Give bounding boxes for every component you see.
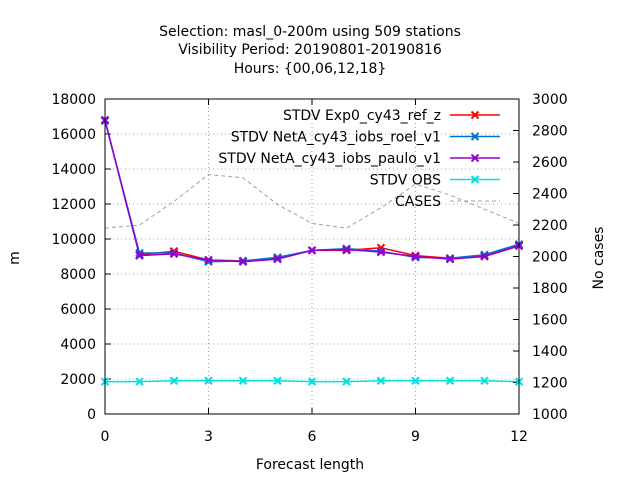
y-tick-label: 16000 <box>51 127 96 143</box>
legend-item: STDV NetA_cy43_iobs_roel_v1 <box>231 130 500 146</box>
data-point-stdv-obs <box>376 376 386 385</box>
y2-tick-label: 1000 <box>532 407 568 423</box>
legend-item: CASES <box>395 194 500 210</box>
y2-tick-label: 1800 <box>532 281 568 297</box>
plot-frame <box>104 98 520 415</box>
legend-item: STDV OBS <box>370 173 500 189</box>
x-tick-label: 12 <box>510 429 528 445</box>
series-stdv-neta-cy43-iobs-paulo-v1 <box>100 115 524 266</box>
y-tick-label: 18000 <box>51 92 96 108</box>
data-point-stdv-obs <box>204 376 213 385</box>
data-point-stdv-obs <box>273 376 282 385</box>
data-point-stdv-obs <box>135 377 144 386</box>
y2-tick-label: 1200 <box>532 376 568 392</box>
data-point-stdv-obs <box>445 376 455 385</box>
data-point-stdv-neta-cy43-iobs-paulo-v1 <box>204 255 213 265</box>
x-tick-label: 6 <box>308 429 317 445</box>
y-tick-label: 12000 <box>51 197 96 213</box>
legend-marker <box>470 110 480 120</box>
data-point-stdv-obs <box>169 376 179 385</box>
y-axis-ticks: 0 2000 4000 6000 8000 10000 12000 14000 16000 180… <box>51 92 111 423</box>
series-layer <box>100 115 524 386</box>
data-point-stdv-obs <box>307 377 317 386</box>
legend-marker <box>470 153 480 163</box>
y-tick-label: 14000 <box>51 162 96 178</box>
legend-label: CASES <box>395 194 441 210</box>
legend-marker <box>470 132 480 141</box>
series-stdv-obs <box>100 376 524 386</box>
legend-marker <box>470 175 480 184</box>
chart-title: Selection: masl_0-200m using 509 station… <box>159 24 461 77</box>
x-axis-label: Forecast length <box>256 457 364 473</box>
data-point-stdv-neta-cy43-iobs-paulo-v1 <box>480 252 489 261</box>
y-tick-label: 2000 <box>60 372 96 388</box>
y2-tick-label: 2600 <box>532 155 568 171</box>
data-point-stdv-neta-cy43-iobs-paulo-v1 <box>411 252 420 261</box>
legend-label: STDV NetA_cy43_iobs_paulo_v1 <box>218 151 441 167</box>
y-axis-label: m <box>7 251 23 265</box>
legend-label: STDV NetA_cy43_iobs_roel_v1 <box>231 130 441 146</box>
y2-tick-label: 2200 <box>532 218 568 234</box>
y2-tick-label: 2400 <box>532 187 568 203</box>
data-point-stdv-obs <box>342 377 351 386</box>
chart-title-line-3: Hours: {00,06,12,18} <box>234 61 387 77</box>
data-point-stdv-obs <box>238 376 248 385</box>
y2-axis-ticks: 1000 1200 1400 1600 1800 2000 2200 2400 2600 2800… <box>513 92 568 423</box>
legend-item: STDV NetA_cy43_iobs_paulo_v1 <box>218 151 500 167</box>
y2-tick-label: 1600 <box>532 313 568 329</box>
x-tick-label: 3 <box>204 429 213 445</box>
chart-title-line-1: Selection: masl_0-200m using 509 station… <box>159 24 461 40</box>
y-tick-label: 10000 <box>51 232 96 248</box>
data-point-stdv-neta-cy43-iobs-paulo-v1 <box>307 246 317 255</box>
legend-label: STDV Exp0_cy43_ref_z <box>283 108 441 124</box>
y2-tick-label: 1400 <box>532 344 568 360</box>
grid-layer <box>105 99 519 414</box>
legend-label: STDV OBS <box>370 173 441 189</box>
data-point-stdv-neta-cy43-iobs-paulo-v1 <box>169 249 179 259</box>
data-point-stdv-neta-cy43-iobs-paulo-v1 <box>135 251 144 260</box>
legend: STDV Exp0_cy43_ref_z STDV NetA_cy43_iobs_… <box>218 108 500 210</box>
y-tick-label: 0 <box>87 407 96 423</box>
series-line-cases <box>104 174 520 229</box>
data-point-stdv-neta-cy43-iobs-paulo-v1 <box>238 257 248 266</box>
data-point-stdv-obs <box>480 376 489 385</box>
chart-title-line-2: Visibility Period: 20190801-20190816 <box>178 42 442 58</box>
legend-item: STDV Exp0_cy43_ref_z <box>283 108 500 124</box>
y2-axis-label: No cases <box>591 227 607 290</box>
y2-tick-label: 2000 <box>532 250 568 266</box>
y-tick-label: 8000 <box>60 267 96 283</box>
data-point-stdv-neta-cy43-iobs-paulo-v1 <box>342 245 351 254</box>
y-tick-label: 4000 <box>60 337 96 353</box>
data-point-stdv-neta-cy43-iobs-paulo-v1 <box>273 254 282 264</box>
data-point-stdv-obs <box>411 376 420 385</box>
y2-tick-label: 3000 <box>532 92 568 108</box>
data-point-stdv-neta-cy43-iobs-paulo-v1 <box>376 247 386 257</box>
series-cases <box>104 174 520 229</box>
x-tick-label: 0 <box>101 429 110 445</box>
data-point-stdv-neta-cy43-iobs-paulo-v1 <box>445 254 455 264</box>
x-tick-label: 9 <box>411 429 420 445</box>
y-tick-label: 6000 <box>60 302 96 318</box>
y2-tick-label: 2800 <box>532 124 568 140</box>
